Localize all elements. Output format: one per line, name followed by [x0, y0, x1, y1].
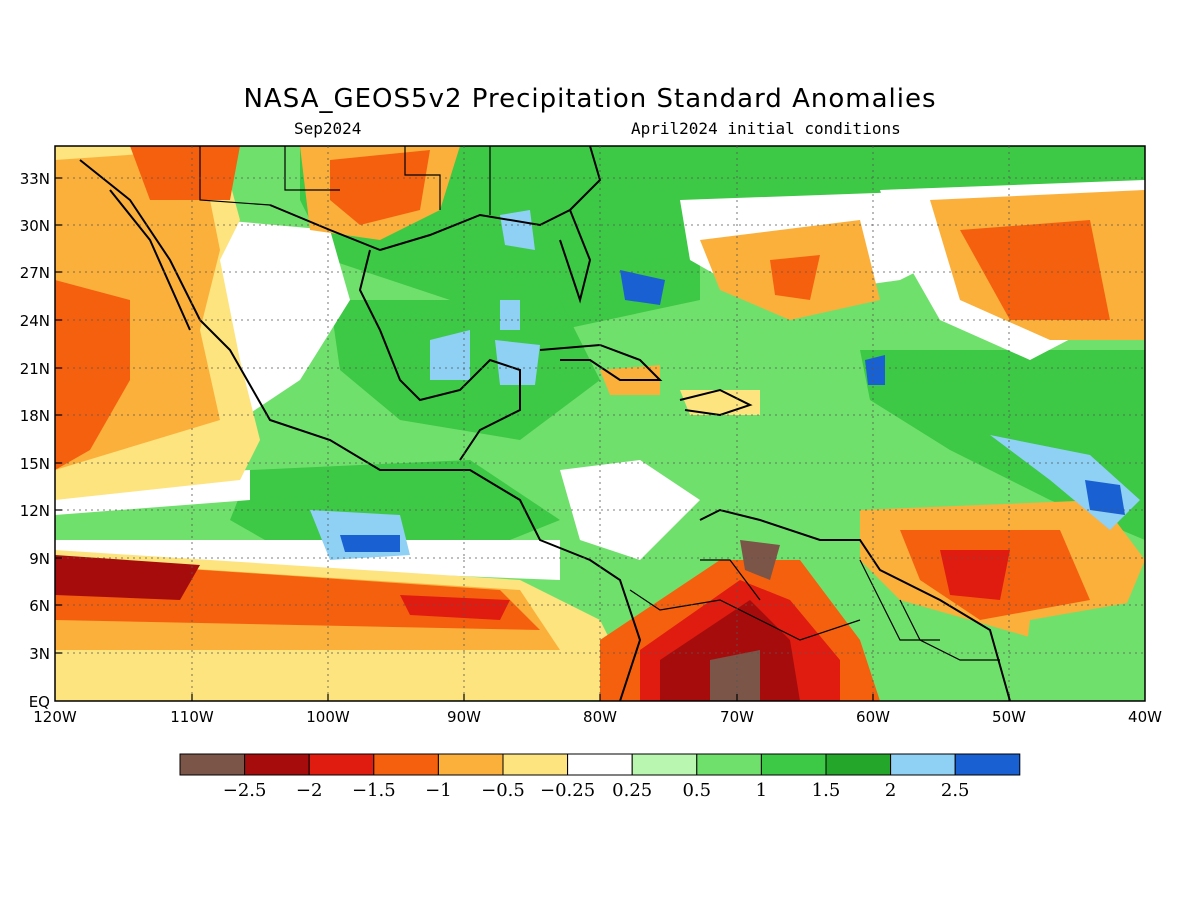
colorbar-label: −1: [425, 780, 452, 801]
ticks: [55, 177, 1010, 701]
lon-label: 120W: [33, 708, 77, 726]
map-title: NASA_GEOS5v2 Precipitation Standard Anom…: [243, 84, 937, 114]
colorbar-swatch: [308, 753, 375, 776]
boundaries: [199, 146, 1000, 661]
lon-label: 40W: [1128, 708, 1162, 726]
lon-label: 60W: [856, 708, 890, 726]
colorbar-swatch: [890, 753, 956, 776]
colorbar-swatch: [760, 753, 827, 776]
lat-label: 27N: [20, 264, 50, 282]
lat-label: 33N: [20, 170, 50, 188]
lon-label: 110W: [170, 708, 214, 726]
colorbar-swatch: [954, 753, 1021, 776]
colorbar-label: 0.25: [612, 780, 652, 801]
lat-label: 21N: [20, 360, 50, 378]
colorbar-label: −0.25: [540, 780, 595, 801]
lon-label: 100W: [306, 708, 350, 726]
colorbar-label: −1.5: [352, 780, 396, 801]
lat-label: 18N: [20, 407, 50, 425]
colorbar-label: −2.5: [223, 780, 267, 801]
colorbar-label: 2: [885, 780, 896, 801]
colorbar-label: −2: [296, 780, 323, 801]
lon-label: 50W: [992, 708, 1026, 726]
colorbar-label: 2.5: [941, 780, 970, 801]
colorbar-swatch: [631, 753, 698, 776]
anomaly-field: [55, 146, 1145, 701]
colorbar-label: −0.5: [481, 780, 525, 801]
lon-label: 80W: [583, 708, 617, 726]
lon-label: 70W: [720, 708, 754, 726]
lon-label: 90W: [447, 708, 481, 726]
forecast-month: Sep2024: [294, 119, 362, 138]
lat-label: 15N: [20, 455, 50, 473]
colorbar-swatch: [373, 753, 439, 776]
lat-label: 30N: [20, 217, 50, 235]
graticule: [55, 146, 1145, 701]
colorbar-swatch: [244, 753, 310, 776]
lat-label: 9N: [29, 550, 50, 568]
lat-label: 24N: [20, 312, 50, 330]
initial-conditions: April2024 initial conditions: [631, 119, 901, 138]
colorbar-swatch: [437, 753, 504, 776]
colorbar-label: 1: [756, 780, 767, 801]
colorbar-label: 1.5: [812, 780, 841, 801]
colorbar-swatch: [179, 753, 246, 776]
lat-label: EQ: [29, 693, 50, 711]
colorbar: −2.5 −2 −1.5 −1 −0.5 −0.25 0.25 0.5 1 1.5 2 2.5: [179, 753, 1021, 801]
lat-label: 3N: [29, 645, 50, 663]
colorbar-label: 0.5: [682, 780, 711, 801]
colorbar-swatch: [502, 753, 569, 776]
lat-label: 12N: [20, 502, 50, 520]
colorbar-swatch: [567, 753, 633, 776]
colorbar-swatch: [825, 753, 892, 776]
lat-label: 6N: [29, 597, 50, 615]
colorbar-swatch: [696, 753, 762, 776]
